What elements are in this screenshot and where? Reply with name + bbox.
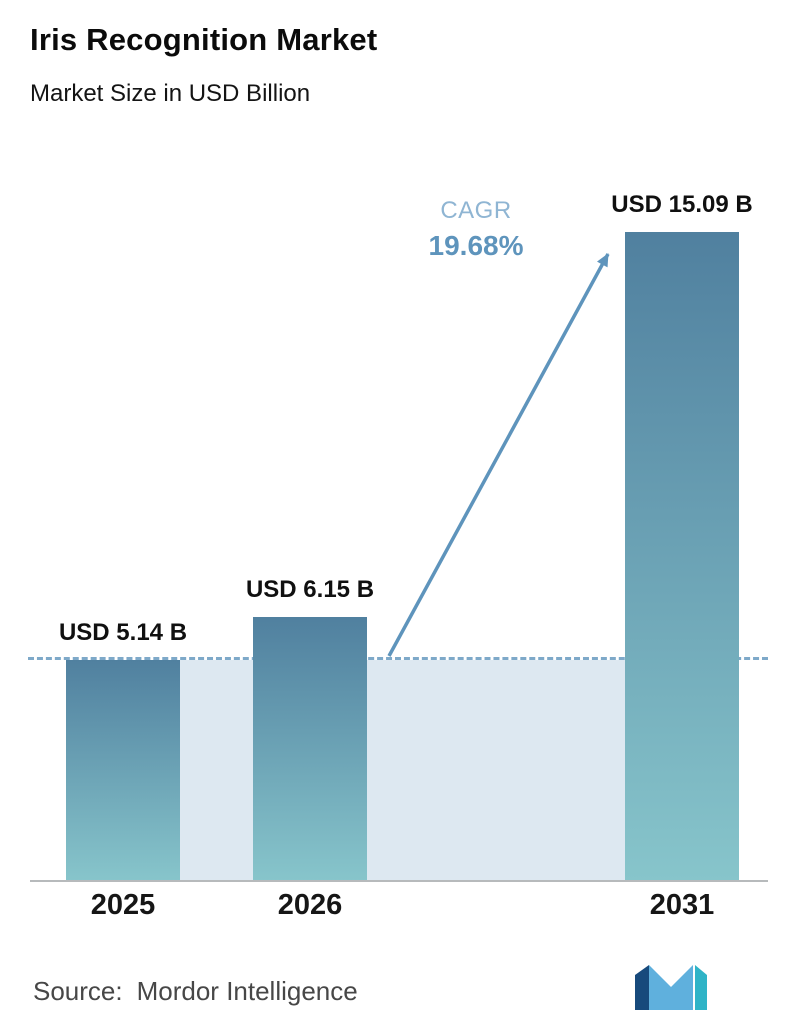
- bar-group-2031: USD 15.09 B: [587, 191, 777, 881]
- cagr-value: 19.68%: [428, 230, 524, 261]
- bar-value-label-2025: USD 5.14 B: [58, 619, 188, 646]
- chart-subtitle: Market Size in USD Billion: [30, 80, 311, 107]
- plot-area: USD 5.14 B USD 6.15 B USD 15.09 B: [28, 191, 777, 882]
- source-line: Source: Mordor Intelligence: [33, 976, 358, 1007]
- reference-dashed-line: [28, 657, 768, 660]
- cagr-annotation: CAGR 19.68%: [396, 197, 556, 262]
- bar-value-label-2031: USD 15.09 B: [611, 191, 753, 218]
- x-axis-label-2026: 2026: [277, 889, 343, 921]
- chart-title: Iris Recognition Market: [30, 22, 378, 57]
- x-axis-label-2031: 2031: [649, 889, 715, 921]
- bar-value-label-2026: USD 6.15 B: [245, 576, 375, 603]
- bar-2025: [66, 660, 180, 881]
- cagr-label: CAGR: [440, 197, 512, 224]
- source-label: Source:: [33, 976, 123, 1006]
- bar-2031: [625, 232, 739, 881]
- bar-group-2025: USD 5.14 B: [28, 619, 218, 881]
- source-name: Mordor Intelligence: [136, 976, 358, 1006]
- bar-2026: [253, 617, 367, 881]
- x-axis-label-2025: 2025: [90, 889, 156, 921]
- bar-group-2026: USD 6.15 B: [215, 576, 405, 881]
- mordor-intelligence-logo: [635, 965, 707, 1010]
- x-axis-line: [30, 880, 768, 882]
